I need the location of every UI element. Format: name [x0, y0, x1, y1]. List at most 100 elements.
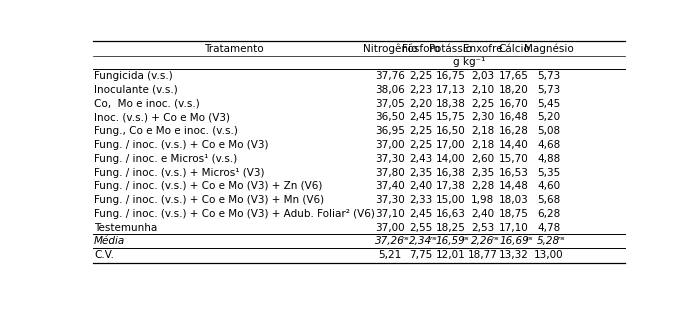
- Text: 15,75: 15,75: [435, 113, 466, 122]
- Text: 17,00: 17,00: [435, 140, 466, 150]
- Text: 16,59: 16,59: [435, 236, 466, 246]
- Text: 18,77: 18,77: [468, 250, 498, 260]
- Text: Co,  Mo e inoc. (v.s.): Co, Mo e inoc. (v.s.): [94, 99, 200, 109]
- Text: 17,38: 17,38: [435, 181, 466, 191]
- Text: Fung., Co e Mo e inoc. (v.s.): Fung., Co e Mo e inoc. (v.s.): [94, 126, 238, 136]
- Text: Cálcio: Cálcio: [498, 44, 530, 54]
- Text: 37,40: 37,40: [375, 181, 405, 191]
- Text: 2,20: 2,20: [409, 99, 432, 109]
- Text: 4,60: 4,60: [537, 181, 560, 191]
- Text: 2,25: 2,25: [409, 71, 432, 81]
- Text: Fung. / inoc. (v.s.) + Co e Mo (V3) + Zn (V6): Fung. / inoc. (v.s.) + Co e Mo (V3) + Zn…: [94, 181, 323, 191]
- Text: 2,34: 2,34: [409, 236, 432, 246]
- Text: 37,76: 37,76: [375, 71, 405, 81]
- Text: 16,69: 16,69: [499, 236, 528, 246]
- Text: Fung. / inoc. e Micros¹ (v.s.): Fung. / inoc. e Micros¹ (v.s.): [94, 154, 237, 164]
- Text: 18,38: 18,38: [435, 99, 466, 109]
- Text: Fósforo: Fósforo: [402, 44, 440, 54]
- Text: 37,26: 37,26: [375, 236, 405, 246]
- Text: ns: ns: [430, 236, 438, 241]
- Text: 2,43: 2,43: [409, 154, 432, 164]
- Text: 5,73: 5,73: [537, 71, 560, 81]
- Text: 18,03: 18,03: [499, 195, 528, 205]
- Text: 2,33: 2,33: [409, 195, 432, 205]
- Text: 17,65: 17,65: [499, 71, 528, 81]
- Text: 36,95: 36,95: [375, 126, 405, 136]
- Text: 15,70: 15,70: [499, 154, 528, 164]
- Text: 16,50: 16,50: [435, 126, 466, 136]
- Text: 2,55: 2,55: [409, 222, 432, 233]
- Text: 16,48: 16,48: [499, 113, 528, 122]
- Text: Inoc. (v.s.) + Co e Mo (V3): Inoc. (v.s.) + Co e Mo (V3): [94, 113, 230, 122]
- Text: 5,45: 5,45: [537, 99, 560, 109]
- Text: Inoculante (v.s.): Inoculante (v.s.): [94, 85, 178, 95]
- Text: 2,03: 2,03: [471, 71, 494, 81]
- Text: 2,28: 2,28: [471, 181, 494, 191]
- Text: 15,00: 15,00: [435, 195, 466, 205]
- Text: 12,01: 12,01: [435, 250, 466, 260]
- Text: ns: ns: [525, 236, 533, 241]
- Text: 2,45: 2,45: [409, 113, 432, 122]
- Text: 5,21: 5,21: [379, 250, 402, 260]
- Text: 2,40: 2,40: [409, 181, 432, 191]
- Text: 16,63: 16,63: [435, 209, 466, 219]
- Text: 2,60: 2,60: [471, 154, 494, 164]
- Text: 37,80: 37,80: [375, 167, 405, 177]
- Text: 2,10: 2,10: [471, 85, 494, 95]
- Text: 37,30: 37,30: [375, 195, 405, 205]
- Text: 18,20: 18,20: [499, 85, 528, 95]
- Text: Fung. / inoc. (v.s.) + Co e Mo (V3) + Mn (V6): Fung. / inoc. (v.s.) + Co e Mo (V3) + Mn…: [94, 195, 324, 205]
- Text: g kg⁻¹: g kg⁻¹: [453, 57, 486, 68]
- Text: 14,40: 14,40: [499, 140, 528, 150]
- Text: 2,25: 2,25: [471, 99, 494, 109]
- Text: 16,53: 16,53: [499, 167, 528, 177]
- Text: 7,75: 7,75: [409, 250, 432, 260]
- Text: 36,50: 36,50: [375, 113, 405, 122]
- Text: 2,45: 2,45: [409, 209, 432, 219]
- Text: 1,98: 1,98: [471, 195, 494, 205]
- Text: ns: ns: [402, 236, 409, 241]
- Text: 2,18: 2,18: [471, 140, 494, 150]
- Text: 4,78: 4,78: [537, 222, 560, 233]
- Text: Magnésio: Magnésio: [524, 43, 573, 54]
- Text: 5,28: 5,28: [537, 236, 560, 246]
- Text: 5,68: 5,68: [537, 195, 560, 205]
- Text: Testemunha: Testemunha: [94, 222, 158, 233]
- Text: 2,53: 2,53: [471, 222, 494, 233]
- Text: 2,18: 2,18: [471, 126, 494, 136]
- Text: Fung. / inoc. (v.s.) + Co e Mo (V3) + Adub. Foliar² (V6): Fung. / inoc. (v.s.) + Co e Mo (V3) + Ad…: [94, 209, 375, 219]
- Text: 17,10: 17,10: [499, 222, 528, 233]
- Text: Fung. / inoc. (v.s.) + Co e Mo (V3): Fung. / inoc. (v.s.) + Co e Mo (V3): [94, 140, 269, 150]
- Text: 37,05: 37,05: [375, 99, 405, 109]
- Text: 37,00: 37,00: [375, 140, 405, 150]
- Text: ns: ns: [492, 236, 499, 241]
- Text: 4,88: 4,88: [537, 154, 560, 164]
- Text: 18,25: 18,25: [435, 222, 466, 233]
- Text: 14,00: 14,00: [435, 154, 466, 164]
- Text: Potássio: Potássio: [429, 44, 472, 54]
- Text: 18,75: 18,75: [499, 209, 528, 219]
- Text: 5,08: 5,08: [537, 126, 560, 136]
- Text: 2,35: 2,35: [409, 167, 432, 177]
- Text: 16,70: 16,70: [499, 99, 528, 109]
- Text: 5,20: 5,20: [537, 113, 560, 122]
- Text: Tratamento: Tratamento: [204, 44, 264, 54]
- Text: ns: ns: [558, 236, 566, 241]
- Text: 16,75: 16,75: [435, 71, 466, 81]
- Text: 16,28: 16,28: [499, 126, 528, 136]
- Text: 14,48: 14,48: [499, 181, 528, 191]
- Text: 2,26: 2,26: [471, 236, 494, 246]
- Text: 6,28: 6,28: [537, 209, 560, 219]
- Text: 38,06: 38,06: [375, 85, 405, 95]
- Text: 17,13: 17,13: [435, 85, 466, 95]
- Text: Fung. / inoc. (v.s.) + Micros¹ (V3): Fung. / inoc. (v.s.) + Micros¹ (V3): [94, 167, 265, 177]
- Text: 5,73: 5,73: [537, 85, 560, 95]
- Text: 37,30: 37,30: [375, 154, 405, 164]
- Text: 13,00: 13,00: [534, 250, 564, 260]
- Text: Fungicida (v.s.): Fungicida (v.s.): [94, 71, 173, 81]
- Text: 4,68: 4,68: [537, 140, 560, 150]
- Text: 37,10: 37,10: [375, 209, 405, 219]
- Text: 5,35: 5,35: [537, 167, 560, 177]
- Text: 13,32: 13,32: [499, 250, 528, 260]
- Text: 2,25: 2,25: [409, 140, 432, 150]
